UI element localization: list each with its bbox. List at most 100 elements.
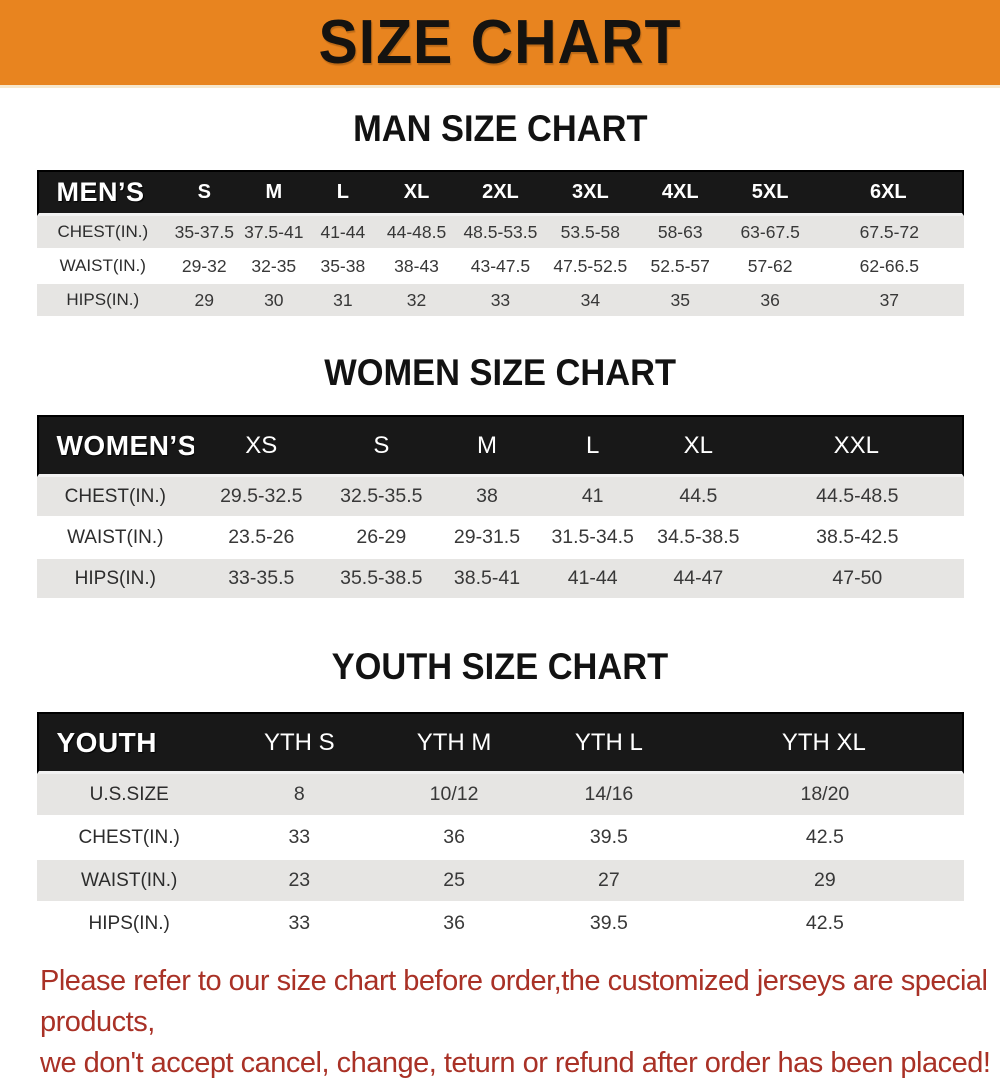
disclaimer-line-2: we don't accept cancel, change, teturn o… bbox=[40, 1047, 991, 1079]
cell-value: 42.5 bbox=[686, 817, 964, 860]
row-label: CHEST(IN.) bbox=[36, 817, 222, 860]
row-label: HIPS(IN.) bbox=[36, 903, 222, 946]
col-header: S bbox=[328, 415, 435, 477]
cell-value: 36 bbox=[376, 817, 532, 860]
table-row: CHEST(IN.) 35-37.5 37.5-41 41-44 44-48.5 48.5… bbox=[36, 216, 964, 250]
header-row: YOUTH YTH S YTH M YTH L YTH XL bbox=[36, 712, 964, 774]
cell-value: 44-48.5 bbox=[377, 216, 456, 250]
col-header: XL bbox=[377, 170, 456, 216]
table-row: WAIST(IN.) 23 25 27 29 bbox=[36, 860, 964, 903]
cell-value: 35.5-38.5 bbox=[328, 559, 435, 600]
table-title: YOUTH bbox=[36, 712, 222, 774]
col-header: L bbox=[308, 170, 378, 216]
cell-value: 33 bbox=[221, 903, 377, 946]
footer-disclaimer: Please refer to our size chart before or… bbox=[40, 961, 1000, 1084]
col-header: 3XL bbox=[545, 170, 636, 216]
cell-value: 47-50 bbox=[751, 559, 964, 600]
cell-value: 48.5-53.5 bbox=[455, 216, 546, 250]
cell-value: 38.5-42.5 bbox=[751, 518, 964, 559]
cell-value: 10/12 bbox=[376, 774, 532, 817]
cell-value: 31.5-34.5 bbox=[539, 518, 646, 559]
section-men: MAN SIZE CHART MEN’S S M L XL 2XL 3XL 4XL 5XL 6XL… bbox=[0, 108, 1000, 318]
cell-value: 32.5-35.5 bbox=[328, 477, 435, 518]
cell-value: 67.5-72 bbox=[815, 216, 964, 250]
cell-value: 37.5-41 bbox=[239, 216, 309, 250]
cell-value: 41 bbox=[539, 477, 646, 518]
cell-value: 38.5-41 bbox=[434, 559, 540, 600]
men-size-table: MEN’S S M L XL 2XL 3XL 4XL 5XL 6XL CHEST(IN.) 35-37… bbox=[36, 170, 964, 318]
page-title: SIZE CHART bbox=[318, 7, 682, 77]
table-row: WAIST(IN.) 29-32 32-35 35-38 38-43 43-47.5 47.… bbox=[36, 250, 964, 284]
cell-value: 58-63 bbox=[635, 216, 726, 250]
cell-value: 25 bbox=[376, 860, 532, 903]
col-header: 6XL bbox=[815, 170, 964, 216]
youth-section-heading-text: YOUTH SIZE CHART bbox=[331, 646, 669, 687]
cell-value: 53.5-58 bbox=[545, 216, 636, 250]
cell-value: 14/16 bbox=[531, 774, 687, 817]
cell-value: 32 bbox=[377, 284, 456, 318]
cell-value: 34 bbox=[545, 284, 636, 318]
cell-value: 29-31.5 bbox=[434, 518, 540, 559]
cell-value: 44-47 bbox=[645, 559, 752, 600]
row-label: WAIST(IN.) bbox=[36, 860, 222, 903]
row-label: WAIST(IN.) bbox=[36, 518, 195, 559]
cell-value: 31 bbox=[308, 284, 378, 318]
cell-value: 29.5-32.5 bbox=[194, 477, 329, 518]
table-row: CHEST(IN.) 33 36 39.5 42.5 bbox=[36, 817, 964, 860]
col-header: M bbox=[239, 170, 309, 216]
women-section-heading: WOMEN SIZE CHART bbox=[0, 352, 1000, 394]
row-label: HIPS(IN.) bbox=[36, 559, 195, 600]
col-header: 5XL bbox=[725, 170, 816, 216]
cell-value: 37 bbox=[815, 284, 964, 318]
cell-value: 33 bbox=[455, 284, 546, 318]
row-label: HIPS(IN.) bbox=[36, 284, 170, 318]
cell-value: 29 bbox=[169, 284, 240, 318]
cell-value: 29-32 bbox=[169, 250, 240, 284]
table-row: HIPS(IN.) 33-35.5 35.5-38.5 38.5-41 41-44 44-… bbox=[36, 559, 964, 600]
women-section-heading-text: WOMEN SIZE CHART bbox=[324, 352, 676, 393]
cell-value: 35-37.5 bbox=[169, 216, 240, 250]
banner: SIZE CHART bbox=[0, 0, 1000, 88]
section-youth: YOUTH SIZE CHART YOUTH YTH S YTH M YTH L YTH… bbox=[0, 646, 1000, 946]
cell-value: 35-38 bbox=[308, 250, 378, 284]
men-section-heading: MAN SIZE CHART bbox=[0, 108, 1000, 150]
section-women: WOMEN SIZE CHART WOMEN’S XS S M L XL XXL CHEST(… bbox=[0, 352, 1000, 600]
cell-value: 18/20 bbox=[686, 774, 964, 817]
cell-value: 38-43 bbox=[377, 250, 456, 284]
col-header: XS bbox=[194, 415, 329, 477]
youth-size-table: YOUTH YTH S YTH M YTH L YTH XL U.S.SIZE 8 10/12… bbox=[36, 712, 964, 946]
cell-value: 33-35.5 bbox=[194, 559, 329, 600]
row-label: CHEST(IN.) bbox=[36, 477, 195, 518]
col-header: YTH L bbox=[531, 712, 687, 774]
cell-value: 36 bbox=[725, 284, 816, 318]
header-row: MEN’S S M L XL 2XL 3XL 4XL 5XL 6XL bbox=[36, 170, 964, 216]
cell-value: 23.5-26 bbox=[194, 518, 329, 559]
cell-value: 57-62 bbox=[725, 250, 816, 284]
table-row: CHEST(IN.) 29.5-32.5 32.5-35.5 38 41 44.5 44.5… bbox=[36, 477, 964, 518]
row-label: WAIST(IN.) bbox=[36, 250, 170, 284]
col-header: L bbox=[539, 415, 646, 477]
cell-value: 23 bbox=[221, 860, 377, 903]
cell-value: 38 bbox=[434, 477, 540, 518]
col-header: XXL bbox=[751, 415, 964, 477]
col-header: S bbox=[169, 170, 240, 216]
cell-value: 52.5-57 bbox=[635, 250, 726, 284]
cell-value: 44.5-48.5 bbox=[751, 477, 964, 518]
cell-value: 63-67.5 bbox=[725, 216, 816, 250]
cell-value: 30 bbox=[239, 284, 309, 318]
col-header: 4XL bbox=[635, 170, 726, 216]
youth-section-heading: YOUTH SIZE CHART bbox=[0, 646, 1000, 688]
disclaimer-line-1: Please refer to our size chart before or… bbox=[40, 965, 988, 1038]
cell-value: 42.5 bbox=[686, 903, 964, 946]
cell-value: 26-29 bbox=[328, 518, 435, 559]
cell-value: 32-35 bbox=[239, 250, 309, 284]
col-header: YTH XL bbox=[686, 712, 964, 774]
cell-value: 29 bbox=[686, 860, 964, 903]
col-header: YTH S bbox=[221, 712, 377, 774]
col-header: 2XL bbox=[455, 170, 546, 216]
col-header: M bbox=[434, 415, 540, 477]
table-row: HIPS(IN.) 29 30 31 32 33 34 35 36 37 bbox=[36, 284, 964, 318]
row-label: CHEST(IN.) bbox=[36, 216, 170, 250]
women-size-table: WOMEN’S XS S M L XL XXL CHEST(IN.) 29.5-32.5 32.5… bbox=[36, 415, 964, 600]
